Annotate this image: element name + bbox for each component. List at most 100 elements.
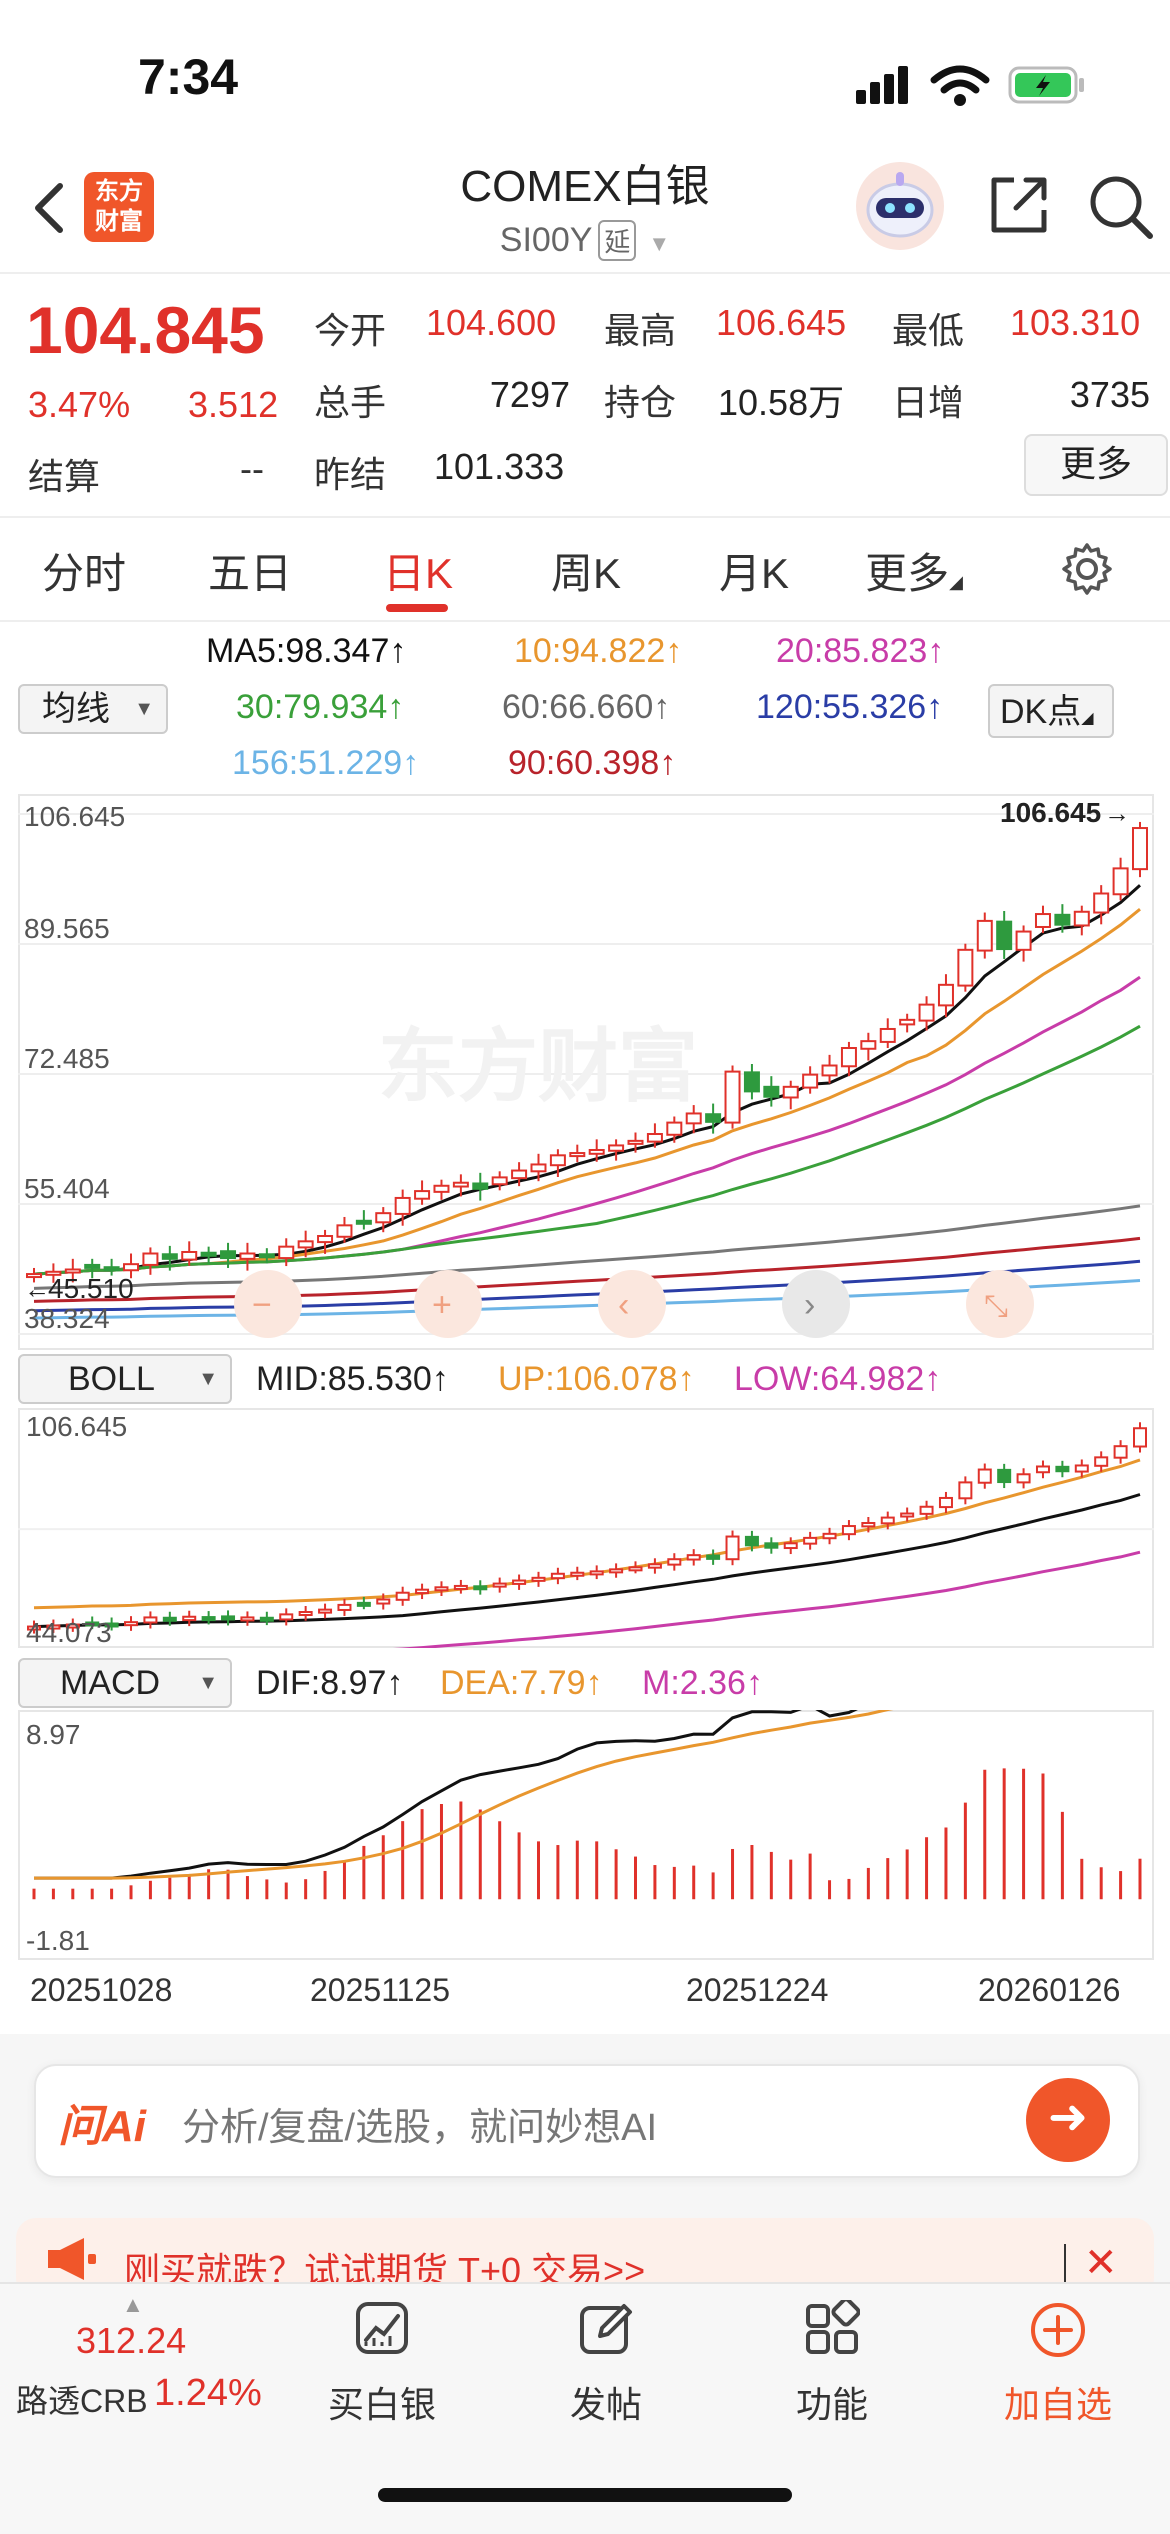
- candle: [549, 1154, 566, 1167]
- volume-value: 7297: [489, 374, 570, 415]
- ma90-line: [33, 1236, 1141, 1303]
- fullscreen-icon: ⤡: [984, 1290, 1008, 1323]
- tab-weekly-k[interactable]: 周K: [550, 550, 621, 597]
- chart-trend-icon[interactable]: [354, 2300, 410, 2356]
- candle: [743, 1071, 760, 1093]
- boll-mid-line: [33, 1493, 1141, 1629]
- ai-submit-button[interactable]: ➜: [1026, 2078, 1110, 2162]
- tab-daily-k[interactable]: 日K: [382, 550, 453, 597]
- tab-intraday[interactable]: 分时: [41, 550, 126, 597]
- divider: [1064, 2244, 1066, 2284]
- candle: [822, 1532, 837, 1540]
- candle: [85, 1621, 100, 1627]
- candle: [240, 1616, 255, 1622]
- candle: [609, 1568, 624, 1574]
- grid-functions-icon[interactable]: [804, 2300, 860, 2356]
- candle: [297, 1240, 314, 1249]
- candle: [589, 1570, 604, 1576]
- candle: [181, 1250, 198, 1261]
- add-circle-icon[interactable]: [1028, 2300, 1088, 2360]
- candle: [394, 1196, 411, 1215]
- candle: [764, 1542, 779, 1549]
- tab-more[interactable]: 更多◢: [865, 550, 963, 597]
- candle: [434, 1586, 449, 1592]
- candle: [725, 1535, 740, 1561]
- candle: [724, 1070, 741, 1124]
- candle: [395, 1591, 410, 1601]
- chevron-down-icon: ▼: [198, 1672, 218, 1694]
- macd-chart[interactable]: 8.97 -1.81: [18, 1710, 1154, 1960]
- back-icon[interactable]: [28, 180, 68, 236]
- candle: [318, 1608, 333, 1614]
- chart-zoom-controls: − + ‹ › ⤡: [234, 1270, 1034, 1338]
- kline-chart[interactable]: 东方财富 89.565 72.485 55.404 38.324 106.645 106…: [18, 794, 1154, 1350]
- low-value: 103.310: [1010, 302, 1141, 343]
- candle: [628, 1566, 643, 1572]
- candle: [317, 1234, 334, 1244]
- ma30-line: [33, 1024, 1141, 1276]
- macd-chart-panel[interactable]: [18, 1710, 1154, 1960]
- boll-up-value: UP:106.078↑: [498, 1360, 695, 1398]
- boll-lower-line: [392, 1550, 1141, 1648]
- edit-post-icon[interactable]: [578, 2300, 634, 2356]
- last-price: 104.845: [26, 293, 265, 367]
- candle: [278, 1245, 295, 1260]
- close-icon[interactable]: ✕: [1084, 2241, 1118, 2285]
- divider: [0, 620, 1170, 622]
- boll-selector[interactable]: BOLL ▼: [18, 1354, 232, 1404]
- symbol-selector[interactable]: SI00Y 延 ▼: [420, 220, 750, 261]
- daily-increase-value: 3735: [1069, 374, 1150, 415]
- candle: [104, 1622, 119, 1628]
- candle: [27, 1625, 41, 1631]
- search-icon[interactable]: [1086, 172, 1156, 242]
- candle: [45, 1270, 62, 1276]
- candle: [821, 1064, 838, 1077]
- scroll-left-icon: ‹: [618, 1286, 629, 1324]
- index-name[interactable]: 路透CRB: [16, 2383, 148, 2419]
- settings-gear-icon[interactable]: [1060, 542, 1114, 596]
- page-title: COMEX白银: [460, 162, 710, 211]
- candle: [1094, 1456, 1109, 1467]
- share-icon[interactable]: [986, 172, 1052, 238]
- boll-chart-panel[interactable]: [18, 1408, 1154, 1648]
- candle: [376, 1598, 391, 1605]
- boll-chart[interactable]: 106.645 44.073: [18, 1408, 1154, 1648]
- kline-chart-panel[interactable]: [18, 794, 1154, 1350]
- macd-selector[interactable]: MACD ▼: [18, 1658, 232, 1708]
- index-change[interactable]: 1.24%: [154, 2372, 262, 2414]
- tab-five-day[interactable]: 五日: [207, 550, 292, 597]
- dk-point-button[interactable]: DK点◢: [988, 684, 1114, 738]
- ma5-line: [33, 884, 1141, 1276]
- max-price-marker: 106.645: [1000, 797, 1101, 828]
- candle: [46, 1624, 61, 1630]
- buy-silver-button[interactable]: 买白银: [327, 2384, 436, 2425]
- open-label: 今开: [314, 310, 387, 351]
- add-watchlist-button[interactable]: 加自选: [1003, 2384, 1112, 2425]
- ma120-value: 120:55.326↑: [756, 688, 944, 726]
- post-button[interactable]: 发帖: [569, 2384, 642, 2425]
- candle: [958, 1481, 973, 1500]
- candle: [879, 1027, 896, 1043]
- macd-dea-line: [34, 1710, 894, 1880]
- ai-search-bar[interactable]: [34, 2064, 1140, 2178]
- chart-watermark: 东方财富: [378, 1022, 698, 1111]
- ma-selector[interactable]: 均线 ▼: [18, 684, 168, 734]
- candle: [472, 1182, 489, 1190]
- candle: [802, 1073, 819, 1089]
- candle: [64, 1268, 81, 1274]
- ai-robot-icon[interactable]: [852, 158, 948, 254]
- candle: [355, 1219, 372, 1225]
- divider: [0, 516, 1170, 518]
- candle: [840, 1047, 857, 1068]
- index-value[interactable]: 312.24: [76, 2320, 187, 2361]
- ai-search-input[interactable]: 分析/复盘/选股，就问妙想AI: [182, 2107, 658, 2149]
- high-label: 最高: [604, 310, 677, 351]
- functions-button[interactable]: 功能: [795, 2384, 868, 2425]
- ma5-value: MA5:98.347↑: [206, 632, 407, 670]
- tab-monthly-k[interactable]: 月K: [718, 550, 789, 597]
- prev-settle-label: 昨结: [314, 454, 387, 495]
- candle: [298, 1611, 313, 1617]
- candle: [414, 1190, 431, 1200]
- more-quote-button[interactable]: 更多: [1024, 434, 1168, 496]
- open-interest-label: 持仓: [604, 382, 677, 423]
